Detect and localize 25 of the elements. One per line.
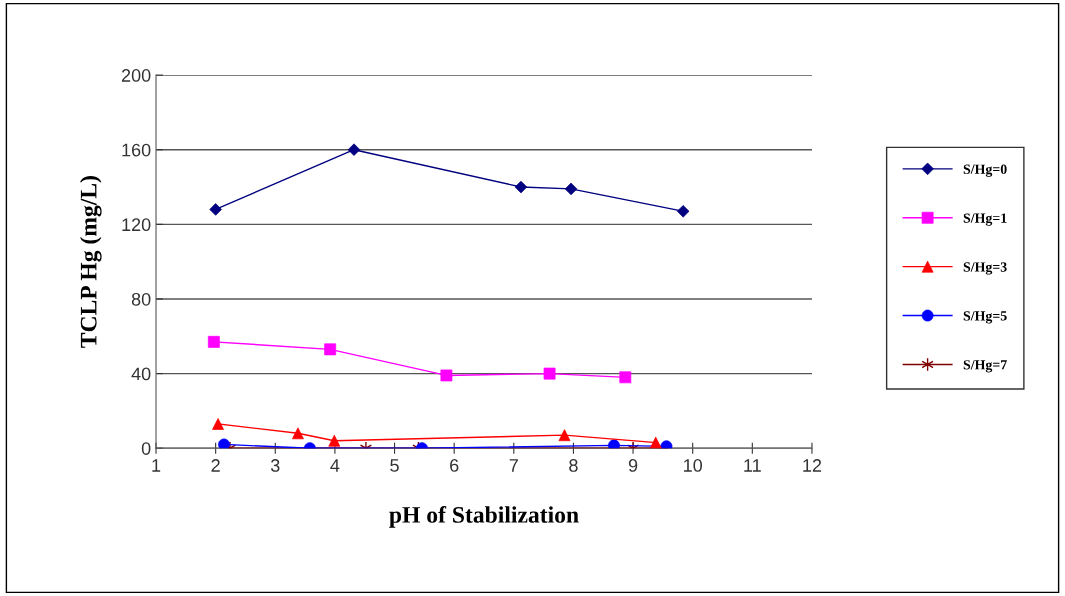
y-tick-label: 200	[121, 69, 151, 82]
x-tick-label: 4	[330, 459, 340, 472]
y-axis-title: TCLP Hg (mg/L)	[80, 176, 102, 348]
x-tick-label: 2	[211, 459, 220, 472]
legend-label: S/Hg=1	[963, 213, 1007, 226]
legend-label: S/Hg=3	[963, 262, 1007, 275]
y-tick-label: 160	[122, 143, 151, 157]
x-tick-label: 3	[270, 459, 280, 472]
x-tick-label: 7	[509, 459, 518, 472]
y-tick-label: 120	[122, 218, 151, 232]
x-tick-label: 11	[744, 459, 761, 472]
legend-label: S/Hg=5	[963, 311, 1007, 324]
x-tick-label: 9	[628, 459, 638, 472]
x-tick-label: 12	[803, 459, 822, 472]
x-tick-label: 5	[390, 459, 399, 472]
x-tick-label: 1	[152, 459, 161, 472]
x-tick-label: 8	[569, 459, 578, 472]
y-tick-label: 80	[131, 292, 151, 306]
x-axis-title: pH of Stabilization	[389, 506, 579, 528]
legend-label: S/Hg=0	[963, 164, 1007, 177]
legend-label: S/Hg=7	[963, 360, 1007, 373]
x-tick-label: 10	[684, 459, 703, 472]
x-tick-label: 6	[450, 459, 459, 472]
y-tick-label: 40	[131, 367, 151, 381]
y-tick-label: 0	[141, 442, 151, 455]
